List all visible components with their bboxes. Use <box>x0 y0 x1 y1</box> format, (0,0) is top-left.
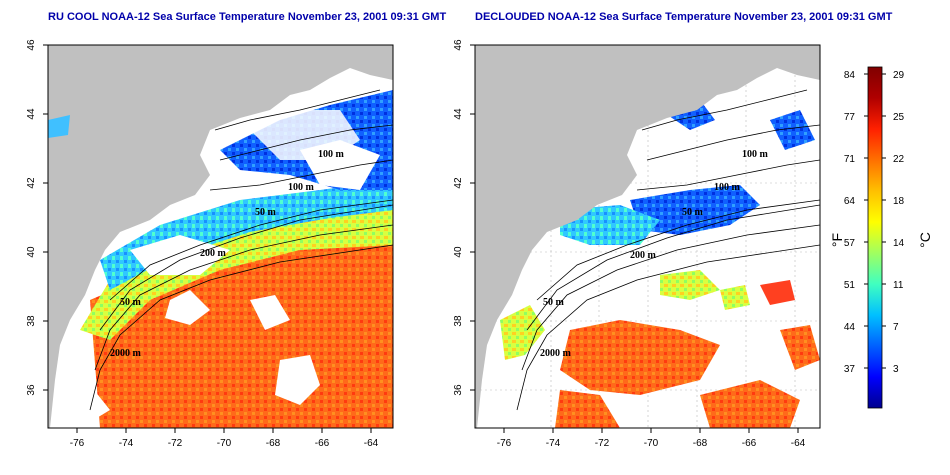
fahrenheit-tick-label: 37 <box>844 364 856 375</box>
y-tick-label: 42 <box>26 177 37 189</box>
x-tick-label: -70 <box>644 438 659 449</box>
fahrenheit-unit-label: °F <box>829 233 845 247</box>
contour-label: 100 m <box>714 182 741 193</box>
contour-label: 50 m <box>120 297 142 308</box>
fahrenheit-tick-label: 44 <box>844 322 856 333</box>
celsius-tick-label: 3 <box>893 364 899 375</box>
right-map-frame <box>474 44 821 429</box>
fahrenheit-tick-label: 71 <box>844 154 856 165</box>
x-tick-label: -68 <box>266 438 281 449</box>
cloud-patch <box>250 295 290 330</box>
land-mass <box>475 45 820 428</box>
celsius-tick-label: 25 <box>893 112 905 123</box>
fahrenheit-tick-label: 77 <box>844 112 856 123</box>
contour-label: 50 m <box>255 207 277 218</box>
cool-water-patch <box>560 205 660 245</box>
y-tick-label: 46 <box>26 39 37 51</box>
x-tick-label: -66 <box>742 438 757 449</box>
contour-label: 50 m <box>543 297 565 308</box>
cloud-patch <box>165 290 210 325</box>
celsius-tick-label: 7 <box>893 322 899 333</box>
y-tick-label: 40 <box>26 246 37 258</box>
land-mass <box>48 45 393 428</box>
y-tick-label: 42 <box>453 177 464 189</box>
bathymetry-contours <box>516 89 820 411</box>
cloud-patch <box>275 355 320 405</box>
right-x-axis: -76 -74 -72 -70 -68 -66 -64 <box>497 428 806 449</box>
cloud-patch <box>300 140 380 190</box>
celsius-tick-label: 22 <box>893 154 905 165</box>
x-tick-label: -64 <box>791 438 806 449</box>
contour-label: 100 m <box>288 182 315 193</box>
lake-patch <box>48 115 70 138</box>
cool-water-region <box>100 180 393 290</box>
celsius-unit-label: °C <box>917 232 933 248</box>
warm-water-patch <box>560 320 720 395</box>
right-panel-title: DECLOUDED NOAA-12 Sea Surface Temperatur… <box>475 11 893 23</box>
celsius-tick-label: 14 <box>893 238 905 249</box>
right-map <box>475 45 820 428</box>
left-y-axis: 36 38 40 42 44 46 <box>26 39 48 396</box>
y-tick-label: 44 <box>453 108 464 120</box>
warm-water-patch <box>700 380 800 428</box>
left-panel-title: RU COOL NOAA-12 Sea Surface Temperature … <box>48 11 446 23</box>
x-tick-label: -76 <box>70 438 85 449</box>
y-tick-label: 44 <box>26 108 37 120</box>
contour-label: 50 m <box>682 207 704 218</box>
x-tick-label: -72 <box>595 438 610 449</box>
fahrenheit-tick-label: 84 <box>844 70 856 81</box>
right-y-axis: 36 38 40 42 44 46 <box>453 39 475 396</box>
x-tick-label: -72 <box>168 438 183 449</box>
celsius-tick-label: 11 <box>893 280 904 291</box>
contour-label: 200 m <box>200 248 227 259</box>
warm-water-patch <box>760 280 795 305</box>
y-tick-label: 38 <box>453 315 464 327</box>
x-tick-label: -76 <box>497 438 512 449</box>
left-map <box>48 45 393 428</box>
fahrenheit-tick-label: 51 <box>844 280 856 291</box>
x-tick-label: -64 <box>364 438 379 449</box>
contour-label: 2000 m <box>540 348 572 359</box>
celsius-tick-label: 18 <box>893 196 905 207</box>
contour-label: 200 m <box>630 250 657 261</box>
left-map-frame <box>47 44 394 429</box>
y-tick-label: 46 <box>453 39 464 51</box>
y-tick-label: 38 <box>26 315 37 327</box>
celsius-tick-label: 29 <box>893 70 905 81</box>
x-tick-label: -74 <box>546 438 561 449</box>
mid-water-region <box>80 200 393 340</box>
warm-water-patch <box>555 390 620 428</box>
mid-water-patch <box>500 305 545 360</box>
left-x-axis: -76 -74 -72 -70 -68 -66 -64 <box>70 428 379 449</box>
x-tick-label: -66 <box>315 438 330 449</box>
mid-water-patch <box>660 270 720 300</box>
x-tick-label: -70 <box>217 438 232 449</box>
colorbar <box>867 66 883 409</box>
warm-water-patch <box>780 325 820 370</box>
contour-label: 100 m <box>318 149 345 160</box>
cloud-patch <box>55 385 110 428</box>
y-tick-label: 36 <box>26 384 37 396</box>
bathymetry-contours <box>89 89 393 411</box>
fahrenheit-tick-label: 64 <box>844 196 856 207</box>
cold-water-patch <box>630 185 760 235</box>
y-tick-label: 40 <box>453 246 464 258</box>
contour-label: 100 m <box>742 149 769 160</box>
contour-label: 2000 m <box>110 348 142 359</box>
cold-water-patch <box>770 110 815 150</box>
mid-water-patch <box>720 285 750 310</box>
fahrenheit-tick-label: 57 <box>844 238 856 249</box>
colorbar-ticks: 84 77 71 64 57 51 44 37 29 25 22 18 14 11 7 3 <box>844 70 905 375</box>
x-tick-label: -68 <box>693 438 708 449</box>
y-tick-label: 36 <box>453 384 464 396</box>
x-tick-label: -74 <box>119 438 134 449</box>
